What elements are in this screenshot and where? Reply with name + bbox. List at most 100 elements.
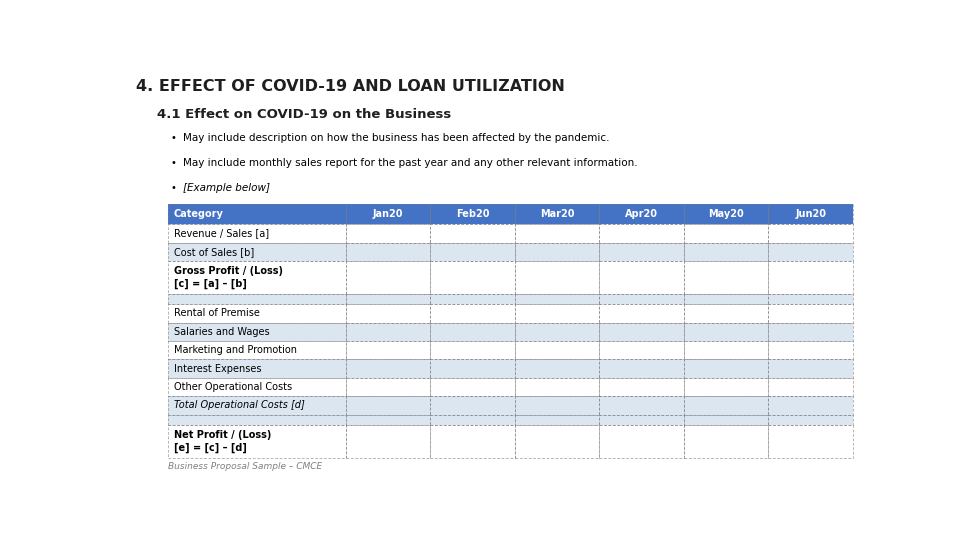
Bar: [346, 261, 430, 294]
Bar: [168, 378, 346, 396]
Text: Total Operational Costs [d]: Total Operational Costs [d]: [174, 400, 304, 410]
Text: [Example below]: [Example below]: [183, 183, 271, 193]
Bar: [684, 424, 768, 458]
Bar: [346, 415, 430, 424]
Bar: [346, 294, 430, 304]
Bar: [346, 224, 430, 242]
Bar: [515, 204, 599, 224]
Bar: [768, 204, 852, 224]
Bar: [684, 204, 768, 224]
Bar: [168, 242, 346, 261]
Text: Net Profit / (Loss)
[e] = [c] – [d]: Net Profit / (Loss) [e] = [c] – [d]: [174, 430, 271, 453]
Bar: [599, 304, 684, 322]
Bar: [346, 396, 430, 415]
Bar: [168, 415, 346, 424]
Bar: [168, 224, 346, 242]
Bar: [768, 396, 852, 415]
Bar: [684, 341, 768, 360]
Bar: [430, 396, 515, 415]
Text: Interest Expenses: Interest Expenses: [174, 363, 261, 374]
Bar: [430, 242, 515, 261]
Bar: [599, 204, 684, 224]
Bar: [430, 424, 515, 458]
Bar: [515, 261, 599, 294]
Bar: [430, 304, 515, 322]
Bar: [346, 415, 430, 424]
Bar: [168, 322, 346, 341]
Bar: [515, 341, 599, 360]
Bar: [684, 261, 768, 294]
Bar: [768, 261, 852, 294]
Bar: [430, 360, 515, 378]
Bar: [346, 360, 430, 378]
Bar: [684, 424, 768, 458]
Bar: [768, 424, 852, 458]
Bar: [168, 294, 346, 304]
Bar: [346, 341, 430, 360]
Bar: [599, 424, 684, 458]
Bar: [346, 378, 430, 396]
Bar: [768, 294, 852, 304]
Bar: [346, 341, 430, 360]
Bar: [684, 415, 768, 424]
Bar: [515, 378, 599, 396]
Bar: [430, 304, 515, 322]
Bar: [346, 304, 430, 322]
Bar: [768, 360, 852, 378]
Bar: [684, 360, 768, 378]
Bar: [168, 378, 346, 396]
Bar: [684, 378, 768, 396]
Bar: [599, 396, 684, 415]
Bar: [515, 322, 599, 341]
Text: Apr20: Apr20: [625, 209, 659, 219]
Bar: [684, 360, 768, 378]
Bar: [768, 360, 852, 378]
Bar: [599, 304, 684, 322]
Bar: [768, 294, 852, 304]
Bar: [515, 294, 599, 304]
Bar: [599, 261, 684, 294]
Text: May include description on how the business has been affected by the pandemic.: May include description on how the busin…: [183, 133, 610, 144]
Bar: [599, 378, 684, 396]
Bar: [346, 242, 430, 261]
Bar: [599, 224, 684, 242]
Text: Revenue / Sales [a]: Revenue / Sales [a]: [174, 228, 269, 239]
Bar: [515, 224, 599, 242]
Bar: [599, 322, 684, 341]
Bar: [430, 378, 515, 396]
Bar: [515, 378, 599, 396]
Bar: [599, 204, 684, 224]
Bar: [768, 242, 852, 261]
Bar: [599, 378, 684, 396]
Text: Category: Category: [174, 209, 224, 219]
Bar: [430, 378, 515, 396]
Bar: [168, 322, 346, 341]
Text: •: •: [171, 133, 177, 144]
Bar: [346, 396, 430, 415]
Bar: [430, 322, 515, 341]
Bar: [768, 261, 852, 294]
Bar: [346, 224, 430, 242]
Bar: [430, 341, 515, 360]
Bar: [684, 322, 768, 341]
Bar: [599, 415, 684, 424]
Bar: [346, 294, 430, 304]
Bar: [515, 322, 599, 341]
Bar: [599, 396, 684, 415]
Bar: [684, 294, 768, 304]
Bar: [430, 360, 515, 378]
Bar: [346, 378, 430, 396]
Bar: [684, 242, 768, 261]
Bar: [684, 224, 768, 242]
Text: 4.1 Effect on COVID-19 on the Business: 4.1 Effect on COVID-19 on the Business: [157, 109, 451, 122]
Bar: [430, 204, 515, 224]
Bar: [684, 341, 768, 360]
Bar: [768, 204, 852, 224]
Bar: [684, 378, 768, 396]
Text: Cost of Sales [b]: Cost of Sales [b]: [174, 247, 253, 257]
Bar: [684, 396, 768, 415]
Bar: [684, 261, 768, 294]
Bar: [346, 322, 430, 341]
Bar: [346, 261, 430, 294]
Bar: [684, 294, 768, 304]
